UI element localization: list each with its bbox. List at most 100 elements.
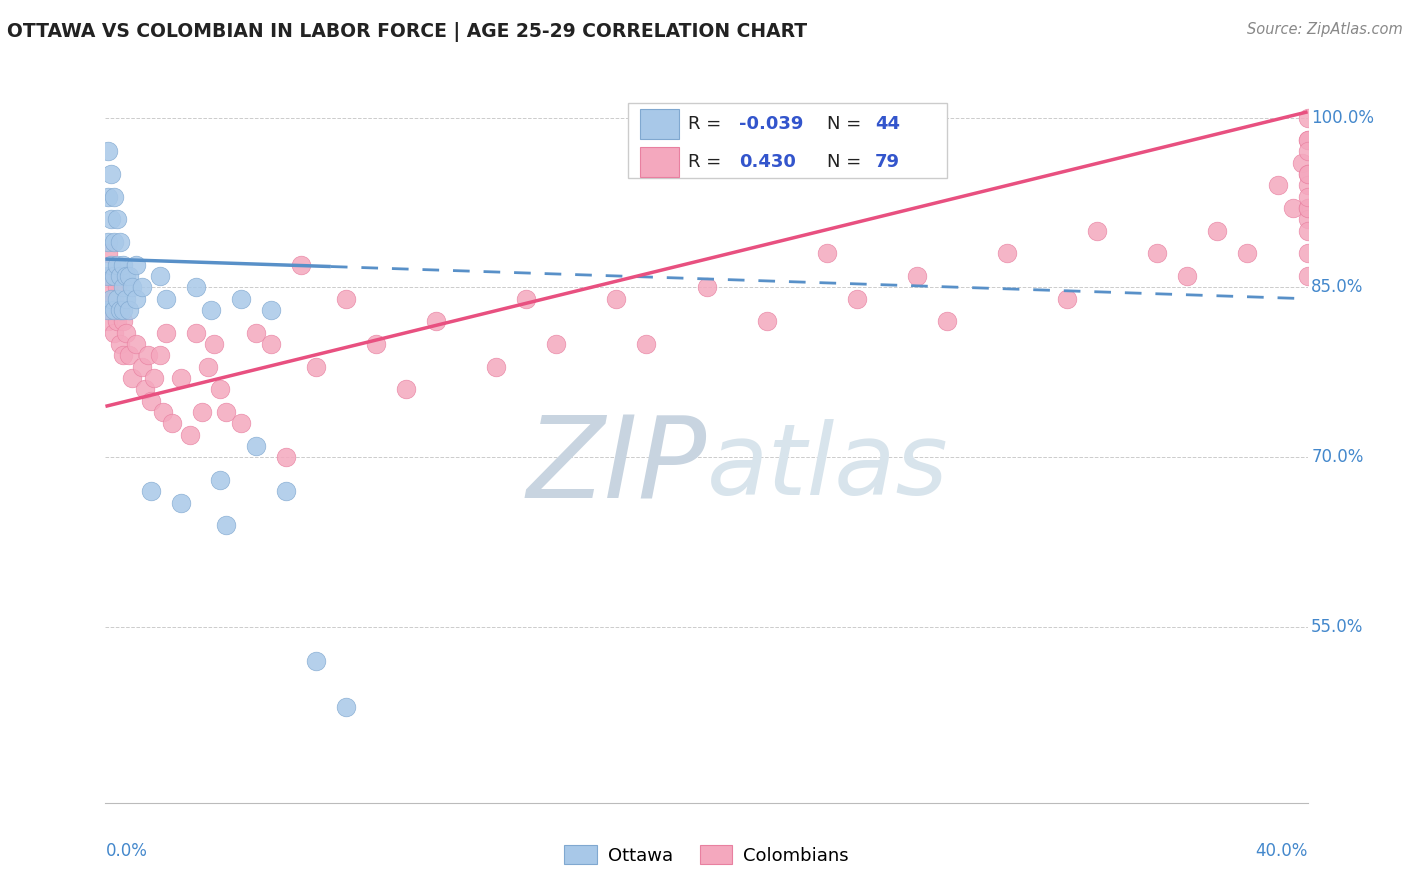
Text: 40.0%: 40.0% — [1256, 842, 1308, 860]
Point — [124, 258, 146, 272]
Point — [229, 417, 252, 431]
Point — [115, 269, 138, 284]
Point — [1236, 246, 1258, 260]
Point — [1281, 201, 1303, 215]
Point — [121, 280, 143, 294]
Point — [103, 303, 125, 318]
Point — [197, 359, 219, 374]
Point — [184, 326, 207, 340]
Point — [1296, 224, 1319, 238]
Point — [995, 246, 1018, 260]
Point — [100, 292, 122, 306]
Point — [1296, 178, 1319, 193]
Point — [1296, 269, 1319, 284]
Point — [229, 292, 252, 306]
Point — [1296, 167, 1319, 181]
Point — [136, 348, 159, 362]
Point — [160, 417, 183, 431]
Point — [636, 337, 658, 351]
Point — [169, 371, 191, 385]
Point — [245, 326, 267, 340]
Point — [200, 303, 222, 318]
Point — [112, 280, 135, 294]
Text: 79: 79 — [875, 153, 900, 171]
Point — [696, 280, 718, 294]
Point — [112, 314, 135, 328]
Point — [335, 699, 357, 714]
Point — [152, 405, 174, 419]
Point — [124, 292, 146, 306]
Point — [214, 405, 236, 419]
Point — [131, 280, 153, 294]
Point — [100, 269, 122, 284]
Point — [1175, 269, 1198, 284]
Point — [97, 303, 120, 318]
Point — [118, 303, 141, 318]
Point — [97, 145, 120, 159]
Point — [208, 383, 231, 397]
Point — [546, 337, 568, 351]
FancyBboxPatch shape — [640, 147, 679, 177]
Point — [155, 326, 177, 340]
Point — [305, 654, 328, 668]
FancyBboxPatch shape — [628, 103, 948, 178]
Point — [139, 484, 162, 499]
Text: Source: ZipAtlas.com: Source: ZipAtlas.com — [1247, 22, 1403, 37]
Point — [97, 269, 120, 284]
Point — [103, 235, 125, 249]
Point — [1296, 201, 1319, 215]
Point — [815, 246, 838, 260]
Point — [103, 190, 125, 204]
Point — [110, 235, 132, 249]
Point — [184, 280, 207, 294]
Point — [1296, 133, 1319, 147]
Point — [274, 484, 297, 499]
Point — [190, 405, 212, 419]
Point — [155, 292, 177, 306]
Point — [395, 383, 418, 397]
Point — [118, 348, 141, 362]
Point — [110, 337, 132, 351]
Point — [169, 495, 191, 509]
Point — [1296, 145, 1319, 159]
Text: 0.0%: 0.0% — [105, 842, 148, 860]
Text: 0.430: 0.430 — [740, 153, 796, 171]
Point — [260, 303, 283, 318]
Point — [425, 314, 447, 328]
Point — [936, 314, 959, 328]
Point — [335, 292, 357, 306]
Text: 55.0%: 55.0% — [1312, 618, 1364, 636]
Point — [97, 314, 120, 328]
Point — [100, 212, 122, 227]
Text: 44: 44 — [875, 115, 900, 134]
Point — [131, 359, 153, 374]
Point — [1296, 212, 1319, 227]
Point — [845, 292, 868, 306]
Point — [107, 314, 129, 328]
Text: 70.0%: 70.0% — [1312, 449, 1364, 467]
Point — [100, 303, 122, 318]
Text: R =: R = — [689, 115, 727, 134]
Point — [290, 258, 312, 272]
Point — [260, 337, 283, 351]
Point — [112, 348, 135, 362]
Point — [115, 292, 138, 306]
Point — [97, 246, 120, 260]
Point — [1296, 201, 1319, 215]
Point — [107, 280, 129, 294]
Point — [97, 235, 120, 249]
Point — [107, 258, 129, 272]
Text: 100.0%: 100.0% — [1312, 109, 1374, 127]
Point — [1267, 178, 1289, 193]
Point — [485, 359, 508, 374]
Point — [1296, 167, 1319, 181]
Point — [1146, 246, 1168, 260]
Text: N =: N = — [827, 115, 866, 134]
Point — [110, 303, 132, 318]
Point — [1291, 156, 1313, 170]
Point — [755, 314, 778, 328]
Point — [121, 371, 143, 385]
Point — [208, 473, 231, 487]
Point — [112, 303, 135, 318]
Point — [110, 303, 132, 318]
